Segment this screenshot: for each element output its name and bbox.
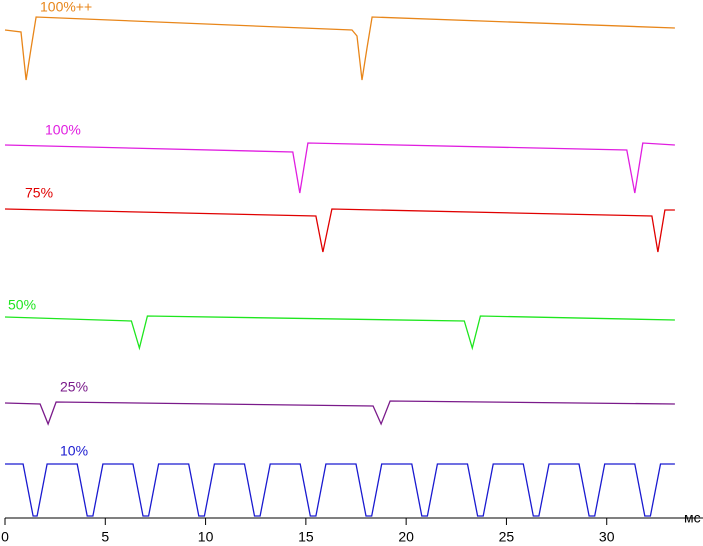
series-label: 25% bbox=[60, 379, 88, 395]
x-tick-label: 30 bbox=[599, 529, 615, 545]
trace-line bbox=[5, 463, 675, 517]
series-label: 50% bbox=[8, 297, 36, 313]
trace-line bbox=[4, 16, 675, 81]
x-tick-label: 10 bbox=[198, 529, 214, 545]
trace-line bbox=[4, 208, 675, 253]
series-label: 100% bbox=[45, 122, 81, 138]
x-tick-label: 0 bbox=[1, 529, 9, 545]
trace-line bbox=[4, 315, 675, 351]
series-label: 75% bbox=[25, 185, 53, 201]
trace-line bbox=[4, 142, 675, 194]
x-tick-label: 20 bbox=[398, 529, 414, 545]
trace-line bbox=[4, 400, 675, 426]
series-label: 10% bbox=[60, 443, 88, 459]
x-tick-label: 25 bbox=[499, 529, 515, 545]
x-axis-label: мс bbox=[684, 510, 701, 526]
x-tick-label: 5 bbox=[101, 529, 109, 545]
x-tick-label: 15 bbox=[298, 529, 314, 545]
series-label: 100%++ bbox=[40, 0, 92, 15]
